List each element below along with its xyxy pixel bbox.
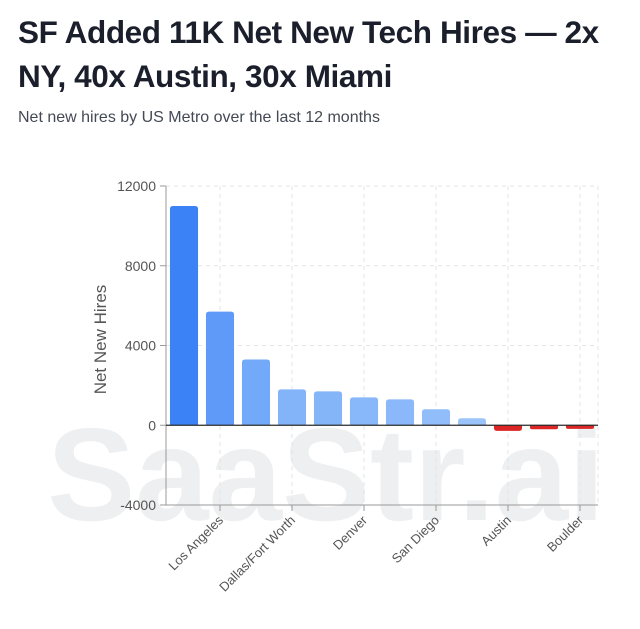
bar	[241, 359, 271, 426]
bar	[277, 389, 307, 426]
bar	[457, 418, 487, 426]
bar	[385, 399, 415, 426]
bar	[421, 409, 451, 426]
bar	[169, 205, 199, 426]
y-axis-title: Net New Hires	[91, 285, 110, 395]
y-tick-label: 8000	[125, 258, 156, 274]
bar	[313, 391, 343, 426]
y-tick-label: -4000	[120, 497, 156, 513]
bar	[493, 425, 523, 431]
y-tick-label: 12000	[117, 178, 156, 194]
bar	[205, 311, 235, 426]
bar	[565, 425, 595, 429]
y-tick-label: 0	[148, 417, 156, 433]
axes	[160, 185, 598, 511]
chart-area: SaaStr.ai -4000 0 4000 8000 12000 Los Angeles…	[0, 150, 640, 624]
bar	[349, 397, 379, 426]
bars	[169, 205, 595, 431]
y-tick-label: 4000	[125, 338, 156, 354]
chart-subtitle: Net new hires by US Metro over the last …	[18, 109, 380, 126]
chart-title: SF Added 11K Net New Tech Hires — 2x NY,…	[18, 14, 599, 94]
bar	[529, 425, 559, 430]
